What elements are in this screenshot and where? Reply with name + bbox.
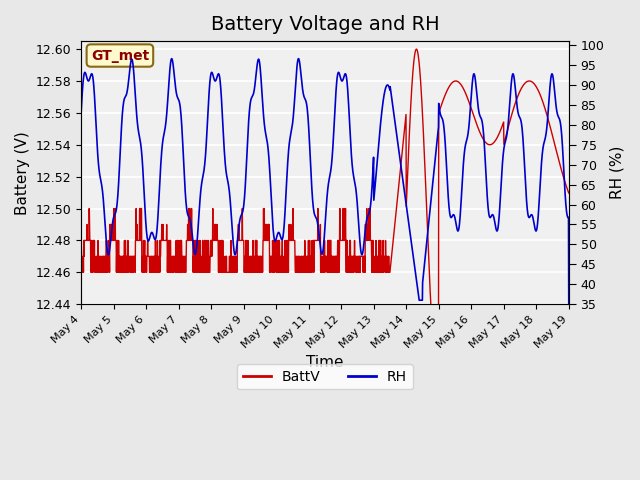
Y-axis label: RH (%): RH (%) bbox=[610, 146, 625, 199]
Title: Battery Voltage and RH: Battery Voltage and RH bbox=[211, 15, 439, 34]
Text: GT_met: GT_met bbox=[91, 48, 149, 62]
Y-axis label: Battery (V): Battery (V) bbox=[15, 131, 30, 215]
Legend: BattV, RH: BattV, RH bbox=[237, 364, 413, 389]
X-axis label: Time: Time bbox=[306, 355, 344, 371]
